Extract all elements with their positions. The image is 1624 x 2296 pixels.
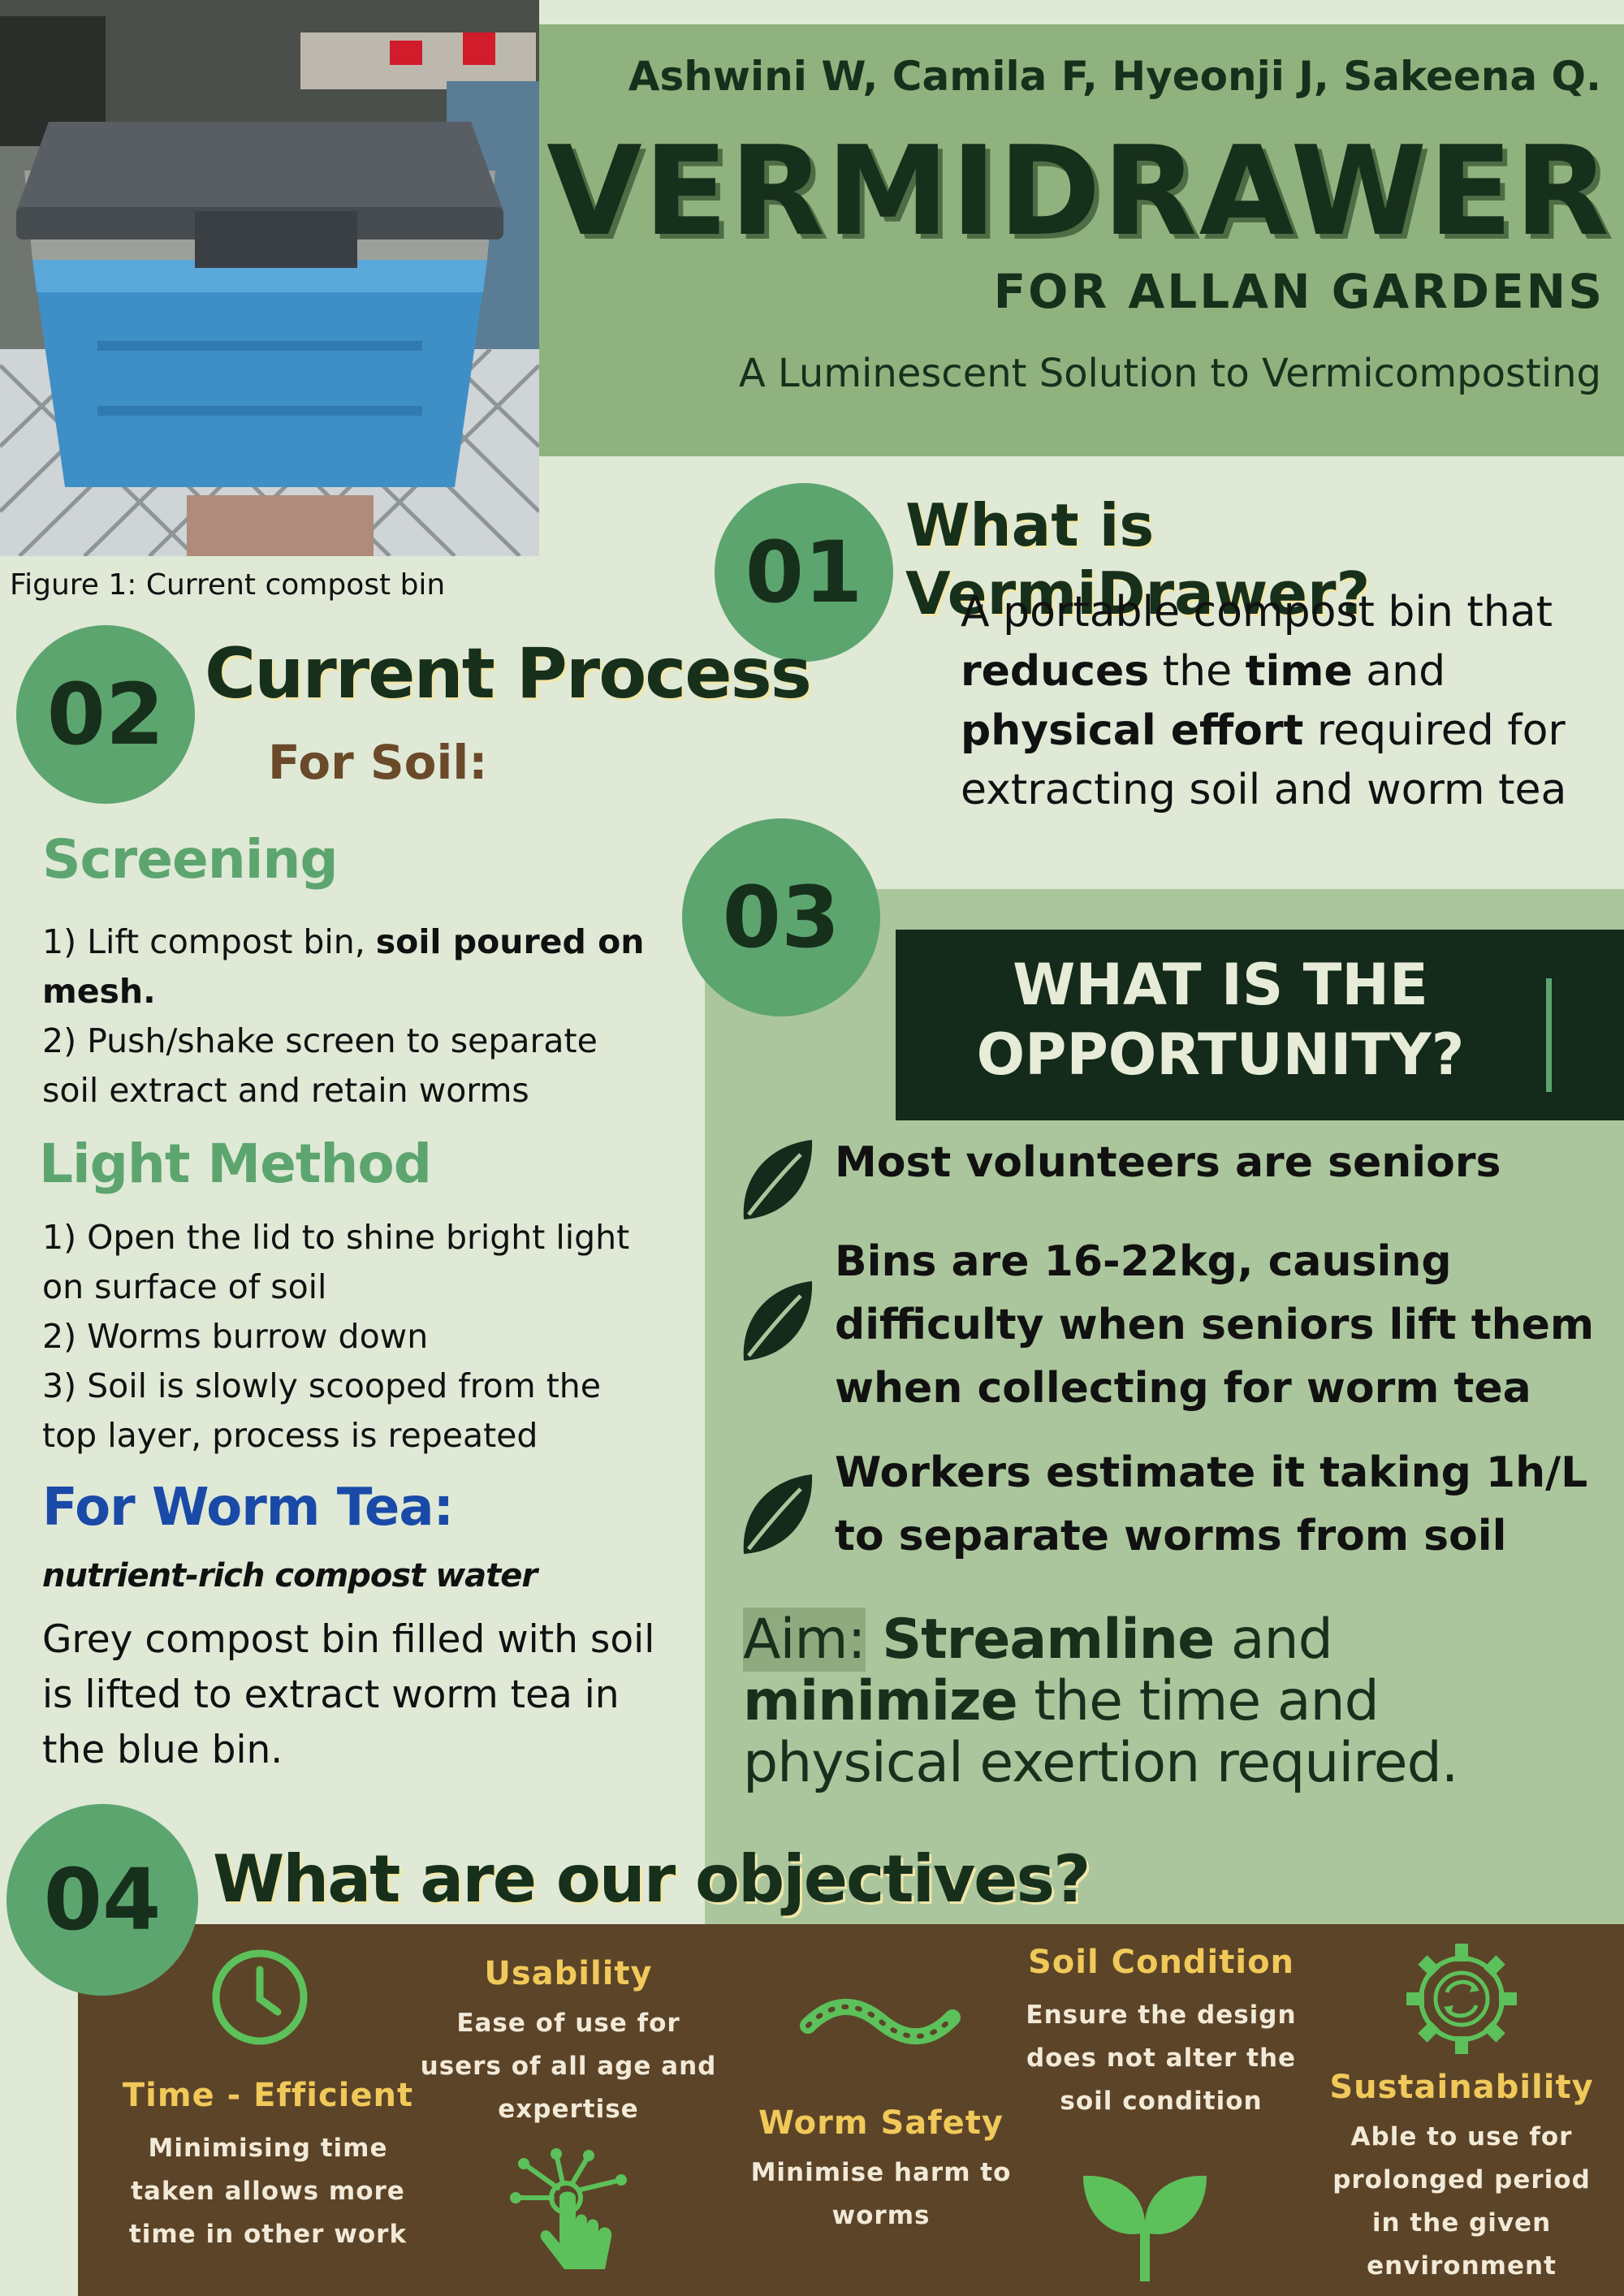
title-banner: [539, 24, 1624, 456]
objective-title: Soil Condition: [1027, 1944, 1295, 1981]
opportunity-heading: WHAT IS THE OPPORTUNITY?: [976, 952, 1465, 1088]
leaf-icon: [737, 1276, 815, 1366]
figure-caption: Figure 1: Current compost bin: [10, 568, 446, 602]
objective-description: Able to use for prolonged period in the …: [1332, 2122, 1591, 2281]
opportunity-bullet: Most volunteers are seniors: [835, 1138, 1501, 1187]
objective-description: Ease of use for users of all age and exp…: [420, 2009, 717, 2124]
light-method-steps: 1) Open the lid to shine bright light on…: [42, 1218, 630, 1455]
page-subtitle: FOR ALLAN GARDENS: [993, 264, 1605, 319]
authors: Ashwini W, Camila F, Hyeonji J, Sakeena …: [628, 53, 1601, 100]
worm-tea-subheading: nutrient-rich compost water: [42, 1557, 538, 1595]
aim-statement: Aim: Streamline and minimize the time an…: [743, 1608, 1458, 1795]
section-heading-what-is: What is VermiDrawer?: [905, 491, 1371, 628]
objective-title: Usability: [484, 1955, 653, 1992]
worm-icon: [800, 1993, 962, 2050]
section-heading-current-process: Current Process: [205, 633, 812, 714]
recycle-gear-icon: [1405, 1942, 1518, 2056]
touch-icon: [508, 2147, 637, 2277]
worm-tea-description: Grey compost bin filled with soil is lif…: [42, 1617, 655, 1772]
section-number-03: 03: [682, 818, 880, 1016]
objectives-panel: [78, 1924, 1624, 2296]
clock-icon: [209, 1947, 310, 2048]
objective-title: Sustainability: [1329, 2069, 1594, 2106]
objective-title: Worm Safety: [758, 2104, 1004, 2142]
screening-heading: Screening: [42, 828, 339, 891]
for-soil-heading: For Soil:: [268, 735, 488, 790]
opportunity-bullet: Workers estimate it taking 1h/L to separ…: [835, 1448, 1588, 1560]
section-heading-objectives: What are our objectives?: [213, 1841, 1091, 1917]
section-number-02: 02: [16, 625, 195, 804]
section-number-01: 01: [715, 483, 893, 662]
opportunity-heading-box: [896, 930, 1624, 1120]
page-title: VERMIDRAWER: [546, 119, 1611, 263]
screening-steps: 1) Lift compost bin, soil poured on mesh…: [42, 922, 645, 1110]
objective-description: Minimise harm to worms: [750, 2158, 1012, 2230]
leaf-icon: [737, 1135, 815, 1224]
accent-bar: [1546, 978, 1552, 1092]
tagline: A Luminescent Solution to Vermicompostin…: [738, 351, 1601, 396]
leaf-icon: [737, 1470, 815, 1559]
compost-bin-photo: [0, 0, 539, 556]
objective-description: Ensure the design does not alter the soi…: [1026, 2000, 1297, 2116]
sprout-icon: [1080, 2160, 1210, 2281]
objective-title: Time - Efficient: [122, 2077, 414, 2114]
opportunity-bullet: Bins are 16-22kg, causing difficulty whe…: [835, 1237, 1595, 1413]
vermidrawer-description: A portable compost bin that reduces the …: [961, 588, 1567, 814]
light-method-heading: Light Method: [39, 1133, 432, 1195]
section-number-04: 04: [6, 1804, 198, 1996]
worm-tea-heading: For Worm Tea:: [42, 1478, 454, 1538]
objective-description: Minimising time taken allows more time i…: [128, 2134, 408, 2249]
